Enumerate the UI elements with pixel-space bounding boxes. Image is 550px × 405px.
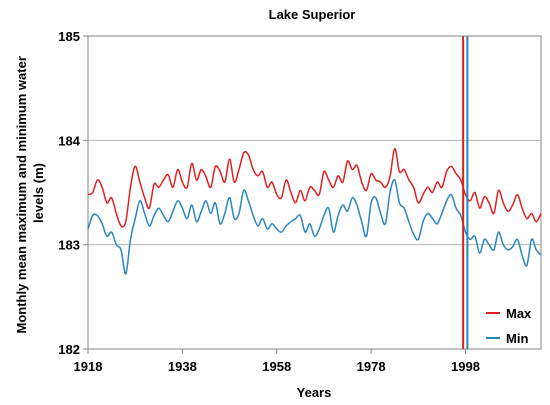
legend: Max Min bbox=[486, 306, 532, 346]
x-axis-label: Years bbox=[297, 385, 332, 400]
y-tick-label-185: 185 bbox=[58, 29, 80, 44]
vertical-markers bbox=[462, 36, 469, 349]
y-axis-label-line-2: levels (m) bbox=[31, 163, 46, 223]
x-tick-label-1958: 1958 bbox=[262, 359, 291, 374]
chart-title: Lake Superior bbox=[269, 7, 356, 22]
grid-lines bbox=[88, 139, 541, 246]
y-axis: 182 183 184 185 bbox=[58, 29, 88, 357]
x-tick-label-1918: 1918 bbox=[74, 359, 103, 374]
legend-label-min: Min bbox=[506, 331, 528, 346]
plot-area-frame bbox=[87, 35, 542, 350]
x-axis: 1918 1938 1958 1978 1998 bbox=[74, 349, 480, 374]
x-tick-label-1978: 1978 bbox=[357, 359, 386, 374]
series-line-max bbox=[87, 147, 542, 228]
series-group bbox=[87, 147, 542, 275]
series-line-min bbox=[87, 178, 542, 275]
y-tick-label-184: 184 bbox=[58, 133, 80, 148]
x-tick-label-1998: 1998 bbox=[451, 359, 480, 374]
y-tick-label-182: 182 bbox=[58, 342, 80, 357]
legend-label-max: Max bbox=[506, 306, 532, 321]
y-axis-label-line-1: Monthly mean maximum and minimum water bbox=[14, 56, 29, 333]
y-tick-label-183: 183 bbox=[58, 238, 80, 253]
x-tick-label-1938: 1938 bbox=[168, 359, 197, 374]
y-axis-label: Monthly mean maximum and minimum water l… bbox=[14, 52, 46, 333]
